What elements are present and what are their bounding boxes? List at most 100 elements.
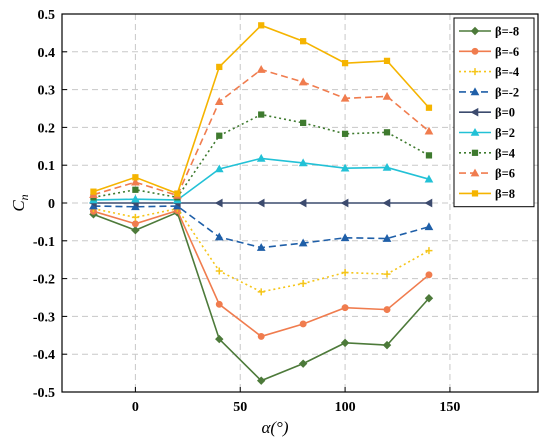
legend-label: β=0	[495, 106, 515, 120]
legend-marker	[470, 168, 480, 177]
data-point	[257, 332, 265, 340]
data-point	[340, 233, 350, 242]
data-point	[383, 270, 391, 278]
y-tick-label: -0.3	[33, 310, 55, 325]
series-3	[89, 201, 434, 251]
data-point	[257, 288, 265, 296]
data-point	[383, 57, 391, 64]
data-point	[424, 126, 434, 135]
legend-item: β=2	[459, 126, 515, 140]
axis-ticks: 0 50 100 150 -0.5 -0.4 -0.3 -0.2 -0.1 0 0.1 0.2 0.3 0…	[33, 8, 461, 415]
data-point	[382, 198, 391, 208]
data-point	[256, 198, 265, 208]
legend-label: β=6	[495, 167, 515, 181]
data-point	[256, 376, 266, 385]
series-8	[90, 22, 433, 197]
data-point	[90, 188, 97, 195]
legend-marker	[470, 107, 479, 117]
data-point	[258, 22, 265, 29]
data-point	[214, 198, 223, 208]
data-point	[382, 340, 392, 350]
data-point	[341, 269, 349, 277]
data-point	[425, 271, 433, 279]
data-point	[215, 267, 223, 275]
data-point	[132, 174, 139, 181]
data-point	[340, 198, 349, 208]
legend-marker	[471, 68, 479, 76]
series-line	[93, 207, 430, 293]
series-group	[88, 22, 434, 385]
data-point	[298, 77, 308, 86]
data-point	[258, 111, 265, 118]
data-point	[298, 238, 308, 247]
data-point	[214, 232, 224, 241]
series-line	[93, 209, 430, 338]
data-point	[214, 164, 224, 173]
data-point	[131, 226, 140, 235]
legend: β=-8 β=-6 β=-4 β=-2 β=0 β=2 β=4 β=6 β=8	[453, 17, 535, 208]
x-tick-label: 150	[439, 400, 460, 415]
legend-label: β=8	[495, 187, 515, 201]
data-point	[132, 186, 139, 193]
data-point	[298, 198, 307, 208]
series-4	[88, 198, 433, 208]
data-point	[215, 334, 224, 344]
legend-marker	[470, 127, 480, 136]
legend-label: β=4	[495, 146, 516, 160]
x-tick-label: 0	[132, 400, 139, 415]
data-point	[424, 294, 434, 303]
data-point	[256, 243, 266, 251]
series-0	[89, 208, 434, 385]
data-point	[340, 163, 350, 172]
series-7	[89, 65, 434, 199]
data-point	[131, 213, 139, 221]
data-point	[341, 60, 349, 67]
data-point	[340, 93, 350, 102]
data-point	[215, 300, 223, 308]
data-point	[382, 91, 392, 100]
data-point	[298, 359, 308, 368]
y-tick-label: 0.2	[38, 121, 56, 136]
data-point	[424, 198, 433, 208]
data-point	[214, 97, 224, 105]
data-point	[424, 174, 434, 183]
legend-marker	[471, 47, 479, 55]
data-point	[383, 129, 391, 136]
data-point	[382, 234, 392, 242]
x-tick-label: 50	[233, 400, 247, 415]
data-point	[300, 38, 307, 45]
legend-item: β=6	[459, 167, 515, 181]
y-axis-label: Cn	[9, 194, 31, 211]
legend-label: β=-6	[495, 45, 519, 59]
legend-item: β=-6	[459, 45, 519, 59]
legend-item: β=4	[459, 146, 516, 160]
legend-label: β=-8	[495, 25, 519, 39]
series-1	[89, 207, 433, 340]
data-point	[299, 320, 307, 328]
legend-item: β=-4	[459, 65, 520, 79]
data-point	[340, 338, 350, 348]
data-point	[131, 220, 139, 228]
data-point	[174, 190, 181, 197]
data-point	[341, 304, 349, 312]
data-point	[300, 119, 307, 126]
data-point	[424, 222, 434, 231]
y-tick-label: 0	[48, 197, 55, 212]
data-point	[425, 152, 433, 159]
data-point	[131, 177, 140, 186]
y-tick-label: -0.1	[33, 235, 55, 250]
data-point	[425, 247, 433, 255]
data-point	[216, 63, 223, 71]
y-tick-label: -0.2	[33, 273, 55, 288]
data-point	[256, 65, 266, 73]
y-tick-label: 0.3	[38, 84, 56, 99]
y-tick-label: 0.1	[38, 159, 56, 174]
data-point	[131, 194, 140, 203]
y-tick-label: 0.4	[38, 46, 56, 61]
y-tick-label: -0.4	[33, 348, 55, 363]
series-line	[93, 157, 430, 201]
legend-item: β=-2	[459, 85, 519, 99]
y-tick-label: -0.5	[33, 386, 55, 401]
x-tick-label: 100	[335, 400, 356, 415]
